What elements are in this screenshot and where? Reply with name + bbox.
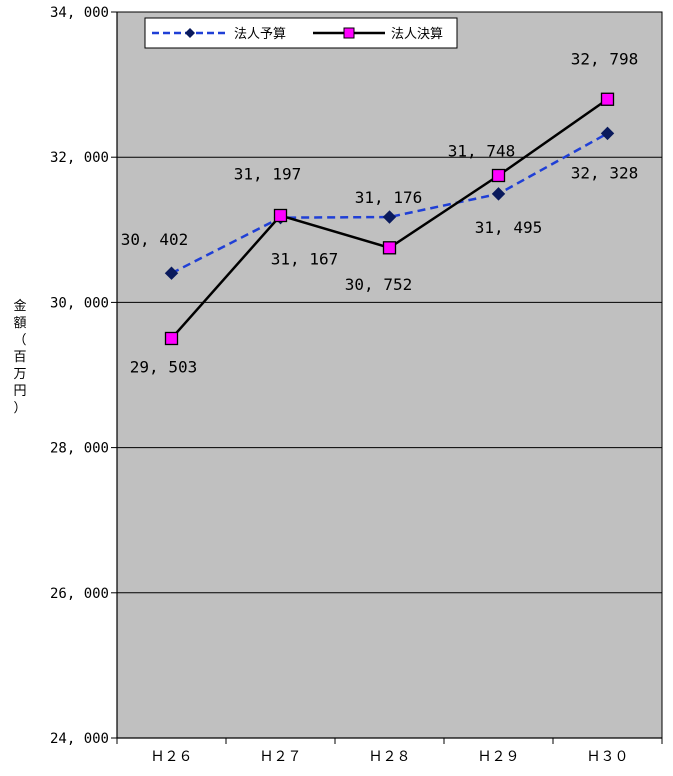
data-point-square	[491, 168, 506, 183]
data-label: 31, 495	[475, 218, 542, 237]
data-label: 31, 167	[271, 250, 338, 269]
y-axis-label-char: 百	[13, 350, 26, 365]
axes	[111, 11, 663, 744]
y-axis-label-char: 額	[13, 316, 26, 331]
y-tick-label: 28, 000	[50, 441, 109, 457]
data-label: 31, 197	[234, 164, 301, 183]
data-point-square	[382, 241, 397, 255]
y-tick-label: 26, 000	[50, 586, 109, 602]
x-tick-label: Ｈ２８	[369, 749, 411, 765]
y-axis-label-char: ）	[13, 401, 26, 416]
data-label: 31, 748	[448, 141, 515, 160]
series-line-1	[170, 132, 609, 275]
legend-marker-diamond	[185, 28, 195, 38]
y-tick-label: 32, 000	[50, 150, 109, 166]
y-axis-label-char: 円	[13, 384, 26, 399]
data-point-square	[600, 92, 615, 106]
gridlines	[117, 156, 662, 594]
data-point-diamond	[600, 126, 615, 141]
legend-label: 法人予算	[234, 27, 286, 42]
data-label: 32, 798	[571, 49, 638, 68]
x-tick-label: Ｈ２６	[151, 749, 193, 765]
data-point-square	[273, 208, 288, 223]
data-label: 30, 752	[345, 275, 412, 294]
data-point-square	[164, 331, 179, 346]
y-axis-label-char: 金	[13, 298, 26, 314]
y-axis-label-char: 万	[13, 367, 26, 382]
legend-label: 法人決算	[391, 27, 443, 42]
y-axis-label-char: （	[13, 333, 26, 348]
y-tick-label: 30, 000	[50, 295, 109, 311]
y-tick-label: 34, 000	[50, 5, 109, 21]
legend: 法人予算 法人決算	[144, 17, 458, 49]
x-tick-label: Ｈ３０	[587, 749, 629, 765]
data-point-diamond	[164, 266, 179, 280]
y-axis-label: 金額 （ 百万円 ）	[13, 298, 26, 416]
data-label: 30, 402	[121, 230, 188, 249]
y-tick-labels: 24, 000 26, 000 28, 000 30, 000 32, 000 34, 0…	[50, 5, 109, 747]
x-tick-label: Ｈ２９	[478, 749, 520, 765]
data-label: 32, 328	[571, 163, 638, 182]
x-tick-label: Ｈ２７	[260, 749, 302, 765]
data-point-diamond	[491, 187, 506, 201]
plot-area	[116, 11, 663, 739]
data-label: 31, 176	[355, 188, 422, 207]
data-label: 29, 503	[130, 357, 197, 376]
y-tick-label: 24, 000	[50, 731, 109, 747]
x-tick-labels: Ｈ２６ Ｈ２７ Ｈ２８ Ｈ２９ Ｈ３０	[151, 749, 629, 765]
legend-marker-square	[343, 27, 355, 39]
data-labels: 30, 402 31, 167 31, 176 31, 495 32, 328 29, 5…	[121, 49, 638, 376]
data-point-diamond	[382, 210, 397, 224]
series-group	[164, 92, 615, 346]
